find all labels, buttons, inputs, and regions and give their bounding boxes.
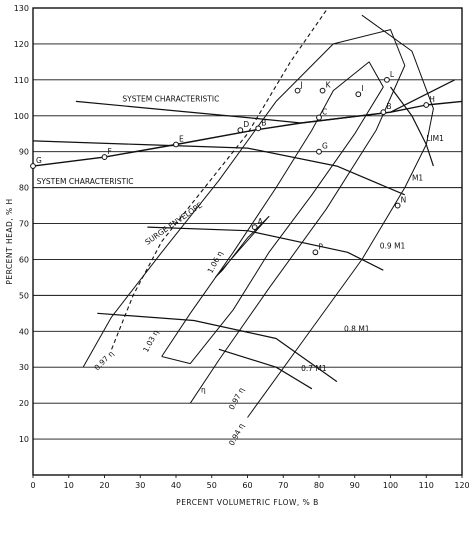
system-characteristic-line <box>33 100 462 167</box>
curve-annotation: 0.8 M1 <box>344 324 370 333</box>
data-point-label: F <box>108 147 112 156</box>
x-tick-label: 50 <box>207 481 217 490</box>
y-tick-label: 130 <box>14 4 29 13</box>
surge-envelope-curve <box>111 8 329 350</box>
curve-layer <box>33 8 462 418</box>
y-tick-label: 90 <box>19 148 29 157</box>
curve-annotation: 0.97 η <box>227 386 246 411</box>
data-point-label: H <box>429 95 435 104</box>
data-point <box>316 114 322 121</box>
curve-annotation: 0.94 η <box>227 422 246 447</box>
y-tick-label: 10 <box>19 435 29 444</box>
x-tick-label: 0 <box>30 481 35 490</box>
curve-annotation: η <box>201 385 206 394</box>
data-point-label: G <box>36 156 42 165</box>
x-tick-label: 40 <box>171 481 181 490</box>
data-point-label: C <box>322 108 327 117</box>
y-tick-label: 70 <box>19 220 29 229</box>
x-tick-label: 110 <box>419 481 434 490</box>
y-tick-label: 80 <box>19 184 29 193</box>
x-tick-label: 20 <box>99 481 109 490</box>
y-tick-label: 60 <box>19 255 29 264</box>
x-tick-label: 80 <box>314 481 324 490</box>
y-tick-label: 40 <box>19 327 29 336</box>
curve-annotation: 1.03 η <box>141 328 160 353</box>
data-point <box>423 102 430 108</box>
data-point-label: E <box>179 135 184 144</box>
data-point-label: D <box>243 120 249 129</box>
data-point-label: P <box>318 242 323 251</box>
data-point <box>394 202 401 209</box>
data-point <box>316 148 322 155</box>
data-point-label: I <box>361 84 363 93</box>
curve-annotation: SYSTEM CHARACTERISTIC <box>37 177 134 186</box>
data-point <box>30 163 36 169</box>
y-tick-label: 120 <box>14 40 29 49</box>
curve-annotation: LIM1 <box>426 134 444 143</box>
curve-annotation: M1 <box>412 173 423 182</box>
data-point-label: A <box>258 217 264 226</box>
x-tick-label: 70 <box>278 481 288 490</box>
data-point-label: L <box>390 70 395 79</box>
data-point <box>355 91 362 98</box>
system-characteristic-curve <box>75 79 456 124</box>
data-point-label: N <box>401 196 407 205</box>
data-point-label: K <box>326 81 332 90</box>
y-tick-label: 50 <box>19 291 29 300</box>
x-axis-label: PERCENT VOLUMETRIC FLOW, % B <box>176 498 319 507</box>
curve-annotation: SYSTEM CHARACTERISTIC <box>122 94 219 103</box>
data-point-label: G <box>322 142 328 151</box>
efficiency-contour <box>161 61 384 365</box>
speed-curve <box>218 348 313 390</box>
data-point <box>312 249 319 256</box>
curve-annotation: 0.7 M1 <box>301 364 327 373</box>
data-point <box>380 109 387 116</box>
y-tick-label: 100 <box>14 112 29 121</box>
x-tick-label: 60 <box>242 481 252 490</box>
x-tick-label: 100 <box>383 481 398 490</box>
y-tick-label: 30 <box>19 363 29 372</box>
data-point <box>294 87 301 94</box>
x-tick-label: 90 <box>350 481 360 490</box>
efficiency-contour <box>214 215 270 278</box>
data-point <box>251 224 258 231</box>
x-tick-label: 30 <box>135 481 145 490</box>
data-point-label: J <box>300 81 303 90</box>
data-point <box>384 76 390 83</box>
grid-lines <box>32 7 463 478</box>
data-point <box>255 125 262 132</box>
data-point <box>101 154 108 160</box>
data-point-label: B <box>261 118 266 127</box>
data-point <box>173 141 179 148</box>
speed-curve <box>97 312 338 383</box>
efficiency-contour <box>247 14 434 418</box>
curve-annotation: 0.9 M1 <box>380 242 406 251</box>
y-tick-label: 110 <box>14 76 29 85</box>
x-tick-label: 10 <box>64 481 74 490</box>
y-tick-labels: 10 20 30 40 50 60 70 80 90 100 110 120 130 <box>14 4 29 444</box>
curve-annotation: 0.97 η <box>92 349 115 372</box>
x-tick-label: 120 <box>454 481 469 490</box>
data-point <box>319 87 326 94</box>
data-point <box>237 127 244 134</box>
x-tick-labels: 0 10 20 30 40 50 60 70 80 90 100 110 120 <box>30 481 469 490</box>
data-point-label: B <box>386 102 391 111</box>
y-axis-label: PERCENT HEAD, % H <box>5 198 14 284</box>
speed-curve <box>390 86 434 167</box>
speed-curve <box>33 140 406 196</box>
efficiency-contour <box>82 29 406 404</box>
point-layer: G F E D B C J K L I B H G A N P <box>30 70 435 256</box>
speed-curve <box>147 226 384 271</box>
y-tick-label: 20 <box>19 399 29 408</box>
